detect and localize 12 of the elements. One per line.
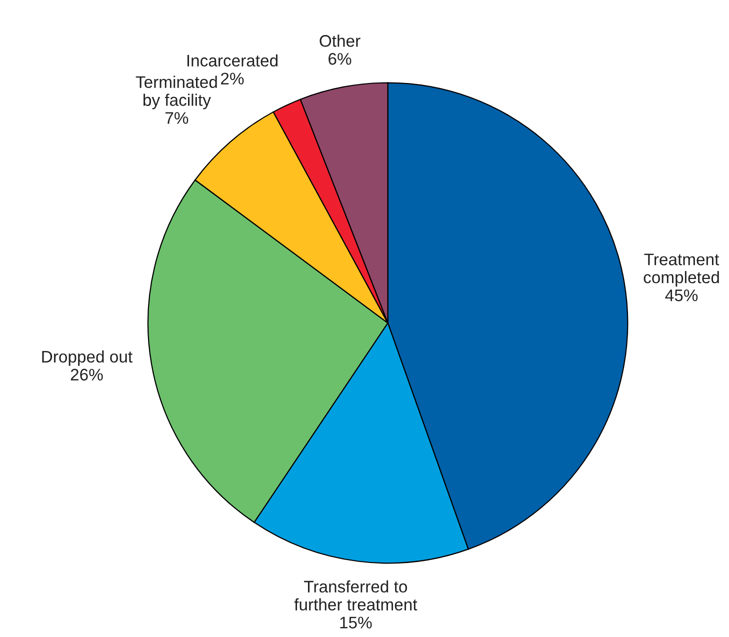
slice-label: Dropped out [42,350,132,366]
slice-label: Terminated by facility [136,76,217,110]
slice-label: Other [320,34,360,47]
slice-label: Treatment completed [644,254,720,287]
data-label: 6% [328,53,352,65]
data-label: 7% [166,112,188,124]
slice-label: Incarcerated [187,54,278,67]
slice-label: Transferred to further treatment [294,580,418,611]
data-label: 45% [665,290,698,302]
data-label: 15% [340,616,372,628]
data-label: 26% [70,368,103,381]
data-label: 2% [221,72,244,84]
